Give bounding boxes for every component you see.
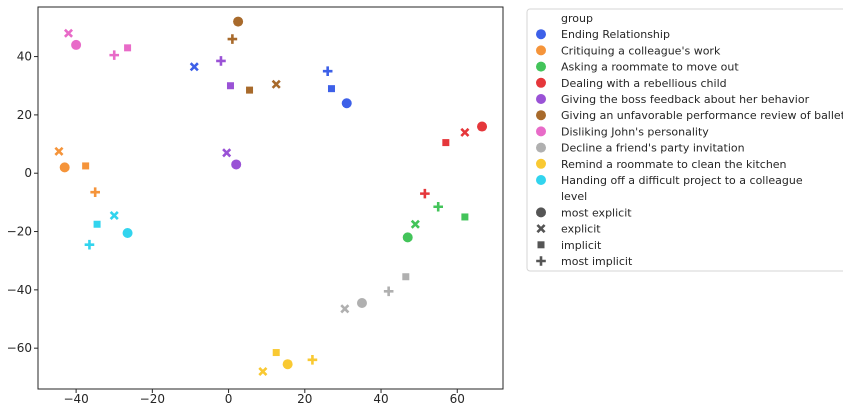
data-point-square — [272, 349, 280, 357]
data-point-x — [222, 148, 232, 158]
data-point-square — [246, 86, 254, 94]
data-point-x — [460, 127, 470, 137]
legend-group-label: Dealing with a rebellious child — [561, 77, 727, 90]
data-points — [54, 16, 488, 377]
data-point-circle — [402, 232, 413, 243]
data-point-circle — [233, 16, 244, 27]
legend-frame — [526, 8, 843, 272]
y-tick-label: 40 — [17, 50, 32, 64]
legend-marker-circle — [536, 175, 546, 185]
legend-level-label: most explicit — [561, 206, 632, 219]
legend-group-label: Decline a friend's party invitation — [561, 142, 745, 155]
data-point-x — [54, 146, 64, 156]
y-tick-label: 20 — [17, 108, 32, 122]
legend-level-label: explicit — [561, 223, 601, 236]
legend-group-label: Giving the boss feedback about her behav… — [561, 93, 810, 106]
y-tick-label: −60 — [7, 341, 32, 355]
legend-group-entries: Ending Relationship Critiquing a colleagu… — [536, 28, 843, 187]
data-point-square — [461, 213, 469, 221]
data-point-square — [93, 220, 101, 228]
data-point-plus — [227, 34, 238, 44]
data-point-x — [109, 210, 119, 221]
data-point-square — [82, 162, 90, 170]
legend-marker-circle — [536, 77, 546, 88]
legend-marker-circle — [536, 158, 546, 169]
legend-level-title: level — [561, 190, 587, 203]
data-point-plus — [90, 187, 100, 197]
legend-level-label: implicit — [561, 239, 602, 252]
data-point-circle — [477, 121, 488, 132]
legend-marker-circle — [536, 110, 546, 121]
data-point-circle — [71, 39, 82, 50]
data-point-square — [124, 44, 132, 52]
data-point-circle — [341, 98, 352, 109]
data-point-circle — [59, 162, 70, 173]
data-point-plus — [84, 239, 95, 250]
legend-marker-circle — [536, 142, 546, 153]
legend-marker-circle — [536, 94, 546, 104]
data-point-plus — [307, 355, 318, 365]
legend-marker-x — [536, 224, 546, 234]
legend-marker-circle — [536, 29, 546, 40]
x-tick-label: 60 — [450, 392, 465, 404]
data-point-x — [340, 304, 350, 314]
data-point-circle — [231, 159, 242, 170]
legend-level-entries: most explicit explicit implicit most implic… — [536, 206, 633, 268]
legend-marker-circle — [536, 61, 546, 72]
data-point-plus — [322, 66, 333, 76]
data-point-square — [327, 85, 335, 93]
legend-group-label: Handing off a difficult project to a col… — [561, 174, 803, 187]
data-point-x — [63, 28, 74, 38]
data-point-circle — [282, 359, 293, 370]
data-point-plus — [433, 201, 444, 212]
legend-group-label: Asking a roommate to move out — [561, 61, 739, 74]
legend-level-label: most implicit — [561, 255, 633, 268]
legend-marker-circle — [536, 126, 546, 137]
legend-group-label: Remind a roommate to clean the kitchen — [561, 158, 787, 171]
y-tick-label: 0 — [24, 166, 32, 180]
x-tick-label: 40 — [373, 392, 388, 404]
x-tick-label: −20 — [140, 392, 165, 404]
x-axis: −40 −20 0 20 40 60 — [63, 389, 465, 404]
legend-marker-square — [537, 241, 545, 249]
legend-group-title: group — [561, 12, 593, 25]
x-tick-label: −40 — [63, 392, 88, 404]
data-point-plus — [420, 188, 430, 199]
data-point-square — [402, 273, 410, 281]
data-point-square — [226, 82, 234, 90]
legend-marker-plus — [536, 256, 546, 266]
legend-marker-circle — [536, 207, 546, 218]
data-point-circle — [122, 227, 133, 238]
data-point-plus — [383, 286, 394, 297]
legend: group Ending Relationship Critiquing a co… — [526, 8, 843, 272]
data-point-square — [442, 139, 450, 147]
data-point-x — [271, 79, 281, 89]
plot-area: −40 −20 0 20 40 60 −60 −40 −20 0 20 40 — [7, 6, 504, 404]
legend-marker-circle — [536, 45, 546, 56]
y-axis: −60 −40 −20 0 20 40 — [7, 50, 38, 355]
axes-frame — [37, 6, 504, 390]
data-point-x — [258, 366, 268, 377]
x-tick-label: 20 — [297, 392, 312, 404]
data-point-circle — [356, 297, 367, 308]
x-tick-label: 0 — [225, 392, 233, 404]
data-point-x — [189, 62, 199, 72]
y-tick-label: −20 — [7, 225, 32, 239]
legend-group-label: Critiquing a colleague's work — [561, 44, 721, 57]
legend-group-label: Disliking John's personality — [561, 125, 709, 138]
data-point-x — [410, 219, 420, 229]
legend-group-label: Ending Relationship — [561, 28, 670, 41]
data-point-plus — [109, 50, 120, 60]
y-tick-label: −40 — [7, 283, 32, 297]
legend-group-label: Giving an unfavorable performance review… — [561, 109, 843, 122]
data-point-plus — [216, 56, 226, 66]
